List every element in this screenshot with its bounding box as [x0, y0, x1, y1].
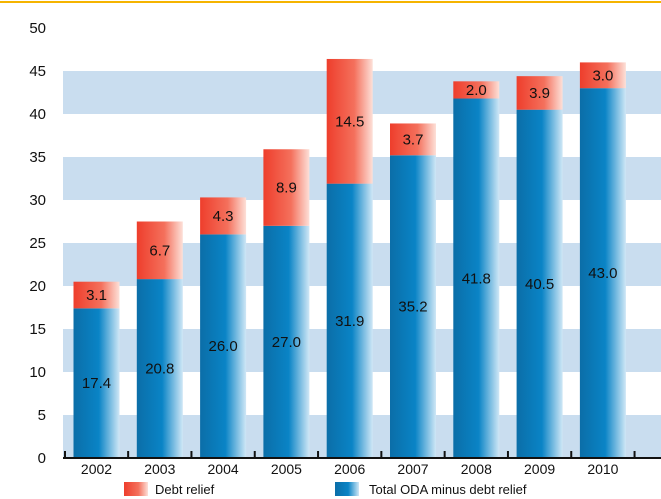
data-label-debt-relief: 3.9 [529, 85, 550, 102]
bar-debt-relief [579, 62, 626, 89]
y-tick-label: 50 [29, 20, 46, 37]
x-tick-label: 2010 [587, 461, 618, 477]
x-tick-label: 2007 [397, 461, 428, 477]
bar-total-oda-minus-debt-relief [326, 183, 373, 458]
data-label-total-oda: 20.8 [145, 361, 174, 378]
y-axis: 0 5 10 15 20 25 30 35 40 45 50 [29, 20, 46, 467]
legend: Debt relief Total ODA minus debt relief [124, 482, 527, 497]
legend-swatch [124, 482, 148, 496]
data-label-total-oda: 40.5 [525, 276, 554, 293]
y-tick-label: 40 [29, 106, 46, 123]
bar-total-oda-minus-debt-relief [136, 279, 183, 458]
bars: 17.4 3.1 20.8 6.7 26.0 4.3 27.0 8.9 31.9 14.5 35.2… [73, 58, 626, 459]
data-label-debt-relief: 3.0 [592, 67, 613, 84]
y-tick-label: 35 [29, 149, 46, 166]
bar-debt-relief [136, 221, 183, 280]
data-label-total-oda: 41.8 [462, 270, 491, 287]
x-axis: 2002 2003 2004 2005 2006 2007 2008 2009 2010 [63, 451, 661, 477]
data-label-total-oda: 27.0 [272, 334, 301, 351]
y-tick-label: 30 [29, 192, 46, 209]
y-tick-label: 10 [29, 364, 46, 381]
bar-debt-relief [390, 123, 436, 156]
x-tick-label: 2009 [524, 461, 555, 477]
bar-total-oda-minus-debt-relief [73, 308, 120, 458]
bar-total-oda-minus-debt-relief [516, 109, 563, 458]
bar-debt-relief [263, 149, 310, 226]
data-label-debt-relief: 3.1 [86, 287, 107, 304]
x-tick-label: 2004 [208, 461, 239, 477]
data-label-debt-relief: 2.0 [466, 82, 487, 99]
bar-debt-relief [516, 76, 563, 110]
legend-swatch [335, 482, 359, 496]
data-label-debt-relief: 6.7 [149, 242, 170, 259]
data-label-debt-relief: 14.5 [335, 113, 364, 130]
x-tick-label: 2003 [144, 461, 175, 477]
data-label-total-oda: 31.9 [335, 313, 364, 330]
data-label-total-oda: 26.0 [208, 338, 237, 355]
bar-debt-relief [73, 281, 120, 309]
x-tick-label: 2008 [461, 461, 492, 477]
y-tick-label: 0 [38, 450, 46, 467]
x-tick-label: 2005 [271, 461, 302, 477]
bar-debt-relief [326, 58, 373, 184]
bar-total-oda-minus-debt-relief [200, 234, 247, 458]
bar-debt-relief [453, 81, 500, 99]
data-label-total-oda: 17.4 [82, 375, 111, 392]
data-label-debt-relief: 8.9 [276, 180, 297, 197]
y-tick-label: 5 [38, 407, 46, 424]
data-label-debt-relief: 4.3 [213, 208, 234, 225]
bar-total-oda-minus-debt-relief [390, 155, 436, 458]
bar-debt-relief [200, 197, 247, 235]
x-tick-label: 2006 [334, 461, 365, 477]
legend-label: Debt relief [155, 482, 215, 497]
y-tick-label: 45 [29, 63, 46, 80]
y-tick-label: 25 [29, 235, 46, 252]
data-label-total-oda: 35.2 [398, 299, 427, 316]
bar-total-oda-minus-debt-relief [579, 88, 626, 458]
bar-total-oda-minus-debt-relief [453, 98, 500, 459]
data-label-total-oda: 43.0 [588, 265, 617, 282]
y-tick-label: 20 [29, 278, 46, 295]
legend-label: Total ODA minus debt relief [369, 482, 527, 497]
x-tick-label: 2002 [81, 461, 112, 477]
y-tick-label: 15 [29, 321, 46, 338]
data-label-debt-relief: 3.7 [403, 131, 424, 148]
bar-total-oda-minus-debt-relief [263, 225, 310, 458]
